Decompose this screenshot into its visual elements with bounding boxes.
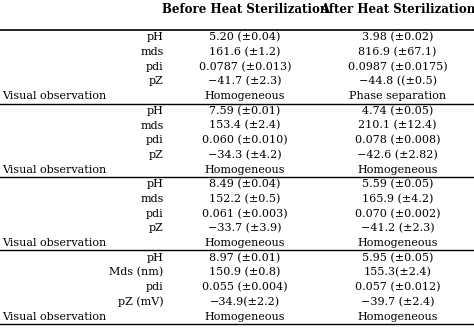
Text: 210.1 (±12.4): 210.1 (±12.4) bbox=[358, 121, 437, 131]
Text: 0.061 (±0.003): 0.061 (±0.003) bbox=[202, 209, 288, 219]
Text: 5.59 (±0.05): 5.59 (±0.05) bbox=[362, 179, 433, 189]
Text: −44.8 ((±0.5): −44.8 ((±0.5) bbox=[359, 76, 437, 87]
Text: pZ (mV): pZ (mV) bbox=[118, 297, 164, 307]
Text: 0.057 (±0.012): 0.057 (±0.012) bbox=[355, 282, 440, 292]
Text: pZ: pZ bbox=[149, 76, 164, 87]
Text: 0.0787 (±0.013): 0.0787 (±0.013) bbox=[199, 62, 291, 72]
Text: Homogeneous: Homogeneous bbox=[357, 238, 438, 248]
Text: −33.7 (±3.9): −33.7 (±3.9) bbox=[208, 223, 282, 233]
Text: 0.070 (±0.002): 0.070 (±0.002) bbox=[355, 209, 440, 219]
Text: 152.2 (±0.5): 152.2 (±0.5) bbox=[209, 194, 281, 204]
Text: −41.7 (±2.3): −41.7 (±2.3) bbox=[208, 76, 282, 87]
Text: pZ: pZ bbox=[149, 223, 164, 233]
Text: 153.4 (±2.4): 153.4 (±2.4) bbox=[209, 121, 281, 131]
Text: 161.6 (±1.2): 161.6 (±1.2) bbox=[209, 47, 281, 57]
Text: 4.74 (±0.05): 4.74 (±0.05) bbox=[362, 106, 433, 116]
Text: Homogeneous: Homogeneous bbox=[205, 165, 285, 175]
Text: 8.49 (±0.04): 8.49 (±0.04) bbox=[209, 179, 281, 189]
Text: 7.59 (±0.01): 7.59 (±0.01) bbox=[209, 106, 281, 116]
Text: 150.9 (±0.8): 150.9 (±0.8) bbox=[209, 268, 281, 278]
Text: 0.078 (±0.008): 0.078 (±0.008) bbox=[355, 135, 440, 145]
Text: −41.2 (±2.3): −41.2 (±2.3) bbox=[361, 223, 435, 233]
Text: pH: pH bbox=[146, 179, 164, 189]
Text: Visual observation: Visual observation bbox=[2, 165, 107, 175]
Text: Homogeneous: Homogeneous bbox=[205, 238, 285, 248]
Text: mds: mds bbox=[140, 194, 164, 204]
Text: Mds (nm): Mds (nm) bbox=[109, 268, 164, 278]
Text: pdi: pdi bbox=[146, 62, 164, 72]
Text: 5.20 (±0.04): 5.20 (±0.04) bbox=[209, 32, 281, 42]
Text: pH: pH bbox=[146, 253, 164, 263]
Text: −42.6 (±2.82): −42.6 (±2.82) bbox=[357, 150, 438, 160]
Text: −39.7 (±2.4): −39.7 (±2.4) bbox=[361, 297, 435, 307]
Text: pdi: pdi bbox=[146, 282, 164, 292]
Text: Phase separation: Phase separation bbox=[349, 91, 446, 101]
Text: 0.055 (±0.004): 0.055 (±0.004) bbox=[202, 282, 288, 292]
Text: pH: pH bbox=[146, 32, 164, 42]
Text: Visual observation: Visual observation bbox=[2, 91, 107, 101]
Text: −34.9(±2.2): −34.9(±2.2) bbox=[210, 297, 280, 307]
Text: Before Heat Sterilization: Before Heat Sterilization bbox=[162, 3, 328, 16]
Text: 5.95 (±0.05): 5.95 (±0.05) bbox=[362, 253, 433, 263]
Text: Visual observation: Visual observation bbox=[2, 238, 107, 248]
Text: Homogeneous: Homogeneous bbox=[357, 312, 438, 322]
Text: 165.9 (±4.2): 165.9 (±4.2) bbox=[362, 194, 433, 204]
Text: pH: pH bbox=[146, 106, 164, 116]
Text: Homogeneous: Homogeneous bbox=[357, 165, 438, 175]
Text: 8.97 (±0.01): 8.97 (±0.01) bbox=[209, 253, 281, 263]
Text: Visual observation: Visual observation bbox=[2, 312, 107, 322]
Text: pZ: pZ bbox=[149, 150, 164, 160]
Text: mds: mds bbox=[140, 121, 164, 131]
Text: −34.3 (±4.2): −34.3 (±4.2) bbox=[208, 150, 282, 160]
Text: 816.9 (±67.1): 816.9 (±67.1) bbox=[358, 47, 437, 57]
Text: pdi: pdi bbox=[146, 209, 164, 219]
Text: mds: mds bbox=[140, 47, 164, 57]
Text: After Heat Sterilization: After Heat Sterilization bbox=[320, 3, 474, 16]
Text: 155.3(±2.4): 155.3(±2.4) bbox=[364, 268, 432, 278]
Text: 0.060 (±0.010): 0.060 (±0.010) bbox=[202, 135, 288, 145]
Text: 0.0987 (±0.0175): 0.0987 (±0.0175) bbox=[348, 62, 447, 72]
Text: 3.98 (±0.02): 3.98 (±0.02) bbox=[362, 32, 433, 42]
Text: Homogeneous: Homogeneous bbox=[205, 312, 285, 322]
Text: Homogeneous: Homogeneous bbox=[205, 91, 285, 101]
Text: pdi: pdi bbox=[146, 135, 164, 145]
